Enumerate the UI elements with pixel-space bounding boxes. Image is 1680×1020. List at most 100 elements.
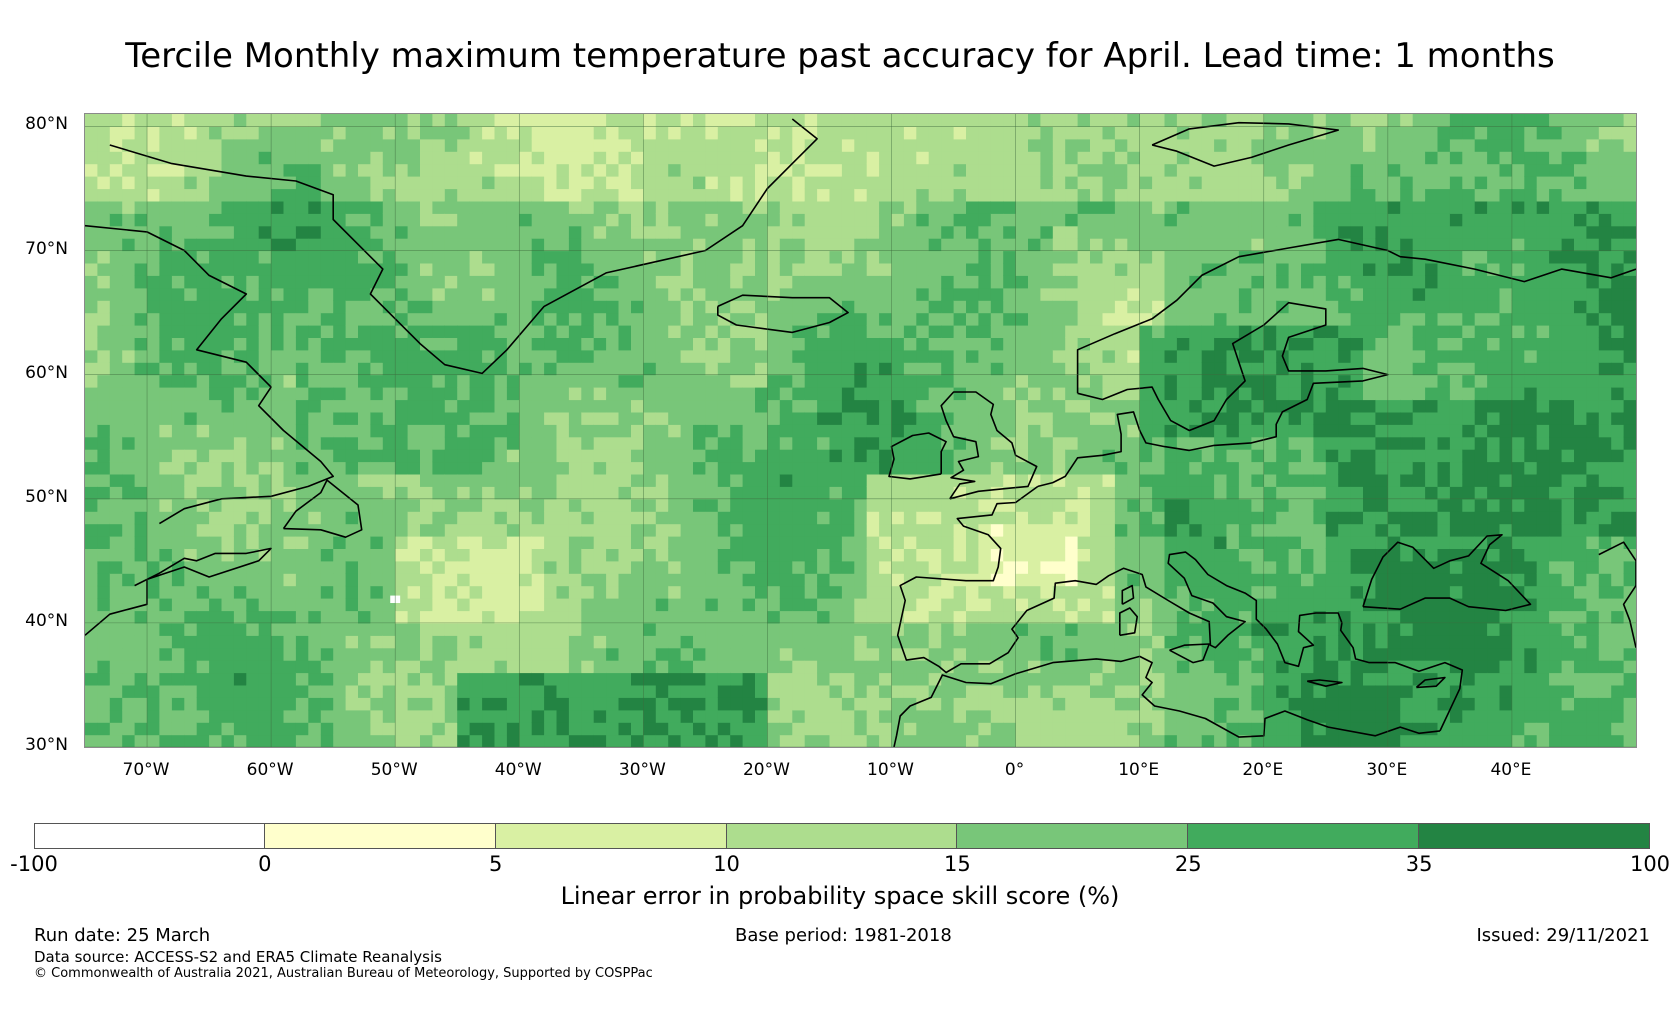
skill-cell [196,734,210,747]
skill-cell [134,709,148,723]
skill-cell [928,573,942,587]
skill-cell [494,337,508,351]
skill-cell [444,684,458,698]
skill-cell [804,151,818,165]
skill-cell [941,238,955,252]
skill-cell [879,610,893,624]
skill-cell [258,225,272,239]
skill-cell [804,238,818,252]
skill-cell [233,387,247,401]
skill-cell [655,424,669,438]
skill-cell [668,337,682,351]
skill-cell [1238,138,1252,152]
skill-cell [1164,697,1178,711]
skill-cell [519,411,533,425]
skill-cell [482,697,496,711]
skill-cell [196,647,210,661]
skill-cell [469,635,483,649]
skill-cell [941,473,955,487]
skill-cell [246,598,260,612]
skill-cell [631,325,644,338]
skill-cell [742,399,756,413]
skill-cell [1152,473,1166,487]
skill-cell [1189,300,1203,314]
skill-cell [308,399,322,413]
skill-cell [990,585,1004,599]
skill-cell [1077,511,1091,525]
skill-cell [196,325,210,338]
skill-cell [879,424,893,438]
skill-cell [482,635,496,649]
skill-cell [246,709,260,723]
skill-cell [1015,300,1029,314]
skill-cell [779,337,793,351]
skill-cell [730,647,744,661]
skill-cell [978,734,992,747]
skill-cell [196,200,210,214]
skill-cell [482,672,496,686]
skill-cell [866,511,880,525]
skill-cell [1015,672,1029,686]
skill-cell [891,374,905,388]
skill-cell [457,399,471,413]
skill-cell [1139,647,1153,661]
skill-cell [531,573,545,587]
skill-cell [432,411,446,425]
skill-cell [755,287,768,301]
skill-cell [606,424,620,438]
skill-cell [730,697,744,711]
skill-cell [1164,660,1178,674]
skill-cell [1102,362,1116,376]
skill-cell [606,238,620,252]
skill-cell [1028,536,1041,549]
skill-cell [482,200,496,214]
skill-cell [717,672,731,686]
skill-cell [308,684,322,698]
skill-cell [544,722,558,736]
skill-cell [544,262,558,276]
skill-cell [978,498,992,512]
skill-cell [506,449,520,463]
skill-cell [494,225,508,239]
skill-cell [804,536,818,549]
skill-cell [171,213,185,227]
skill-cell [1176,560,1190,574]
skill-cell [792,635,806,649]
skill-cell [233,176,247,190]
skill-cell [804,362,818,376]
skill-cell [1065,176,1079,190]
skill-cell [1263,622,1277,636]
skill-cell [134,560,148,574]
skill-cell [1052,337,1066,351]
skill-cell [233,473,247,487]
skill-cell [258,523,272,537]
skill-cell [1102,473,1116,487]
skill-cell [1176,672,1190,686]
skill-cell [717,436,731,450]
skill-cell [916,262,930,276]
skill-cell [1028,114,1041,127]
skill-cell [581,486,595,500]
skill-cell [941,722,955,736]
skill-cell [568,598,582,612]
skill-cell [1164,337,1178,351]
skill-cell [506,225,520,239]
skill-cell [792,498,806,512]
skill-cell [953,622,967,636]
skill-cell [854,622,868,636]
skill-cell [866,200,880,214]
skill-cell [271,672,285,686]
skill-cell [730,213,744,227]
skill-cell [618,424,632,438]
skill-cell [1028,176,1041,190]
skill-cell [804,449,818,463]
skill-cell [643,548,657,562]
skill-cell [1201,585,1215,599]
skill-cell [469,275,483,289]
skill-cell [420,424,433,438]
skill-cell [159,213,173,227]
skill-cell [432,387,446,401]
skill-cell [742,709,756,723]
skill-cell [1065,722,1079,736]
skill-cell [804,722,818,736]
